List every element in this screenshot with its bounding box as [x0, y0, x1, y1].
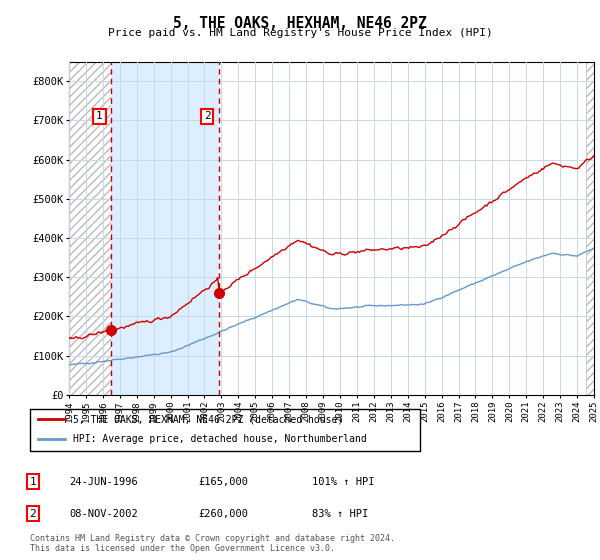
Text: 1: 1: [29, 477, 37, 487]
Text: 5, THE OAKS, HEXHAM, NE46 2PZ: 5, THE OAKS, HEXHAM, NE46 2PZ: [173, 16, 427, 31]
Text: 2: 2: [203, 111, 211, 122]
Text: 08-NOV-2002: 08-NOV-2002: [69, 508, 138, 519]
Bar: [112, 62, 219, 395]
Text: 24-JUN-1996: 24-JUN-1996: [69, 477, 138, 487]
Text: 2: 2: [29, 508, 37, 519]
Text: £260,000: £260,000: [198, 508, 248, 519]
Bar: [69, 62, 112, 395]
Text: £165,000: £165,000: [198, 477, 248, 487]
Text: 1: 1: [96, 111, 103, 122]
Text: Price paid vs. HM Land Registry's House Price Index (HPI): Price paid vs. HM Land Registry's House …: [107, 28, 493, 38]
Text: 101% ↑ HPI: 101% ↑ HPI: [312, 477, 374, 487]
Text: 83% ↑ HPI: 83% ↑ HPI: [312, 508, 368, 519]
Text: 5, THE OAKS, HEXHAM, NE46 2PZ (detached house): 5, THE OAKS, HEXHAM, NE46 2PZ (detached …: [73, 414, 343, 424]
Text: HPI: Average price, detached house, Northumberland: HPI: Average price, detached house, Nort…: [73, 434, 367, 444]
Bar: [586, 62, 600, 395]
Text: Contains HM Land Registry data © Crown copyright and database right 2024.
This d: Contains HM Land Registry data © Crown c…: [30, 534, 395, 553]
